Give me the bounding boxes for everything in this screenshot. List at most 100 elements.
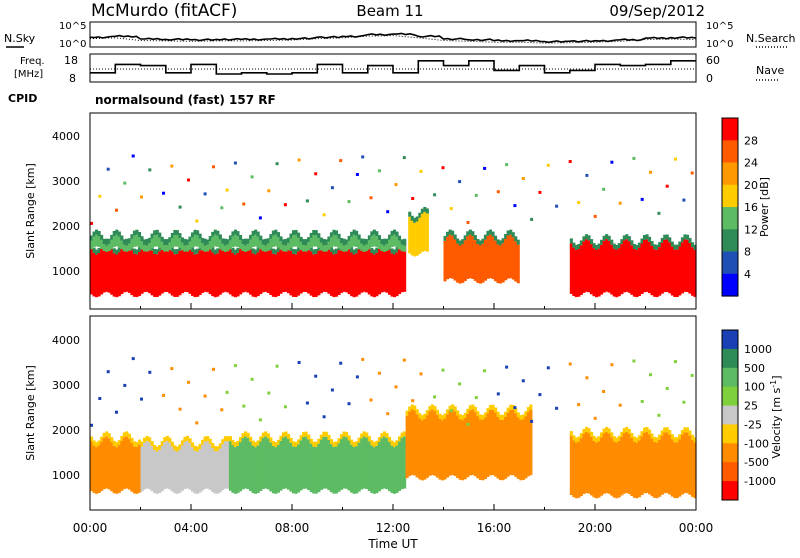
- velocity-edge-cell: [264, 431, 268, 437]
- velocity-cell: [332, 446, 336, 494]
- velocity-cell: [233, 447, 237, 494]
- power-cell: [499, 245, 503, 284]
- velocity-edge-cell: [643, 427, 647, 433]
- velocity-cell: [675, 442, 679, 499]
- velocity-cell: [375, 445, 379, 494]
- power-scatter-echo: [220, 206, 224, 210]
- velocity-edge-cell: [340, 434, 344, 440]
- power-edge-cell: [264, 240, 268, 246]
- power-cell: [244, 245, 248, 252]
- power-cell: [643, 240, 647, 293]
- power-cell: [370, 236, 374, 248]
- velocity-cell: [645, 432, 649, 493]
- power-cell: [241, 243, 245, 251]
- velocity-cell: [648, 434, 652, 495]
- velocity-edge-cell: [433, 406, 437, 411]
- power-cell: [418, 217, 422, 254]
- velocity-scatter-echo: [530, 419, 534, 423]
- power-scatter-echo: [170, 164, 174, 168]
- power-edge-cell: [342, 240, 346, 246]
- velocity-edge-cell: [352, 442, 356, 447]
- power-edge-cell: [605, 234, 609, 240]
- power-cell: [218, 249, 222, 295]
- power-colorbar-tick: 24: [744, 157, 758, 170]
- power-edge-cell: [138, 247, 142, 252]
- velocity-cell: [299, 440, 303, 491]
- power-cell: [105, 245, 109, 252]
- velocity-edge-cell: [299, 435, 303, 441]
- velocity-cell: [160, 446, 164, 492]
- power-edge-cell: [150, 233, 154, 239]
- power-cell: [685, 239, 689, 292]
- velocity-cell: [309, 443, 313, 493]
- power-cell: [281, 244, 285, 252]
- power-edge-cell: [211, 231, 215, 237]
- velocity-cell: [226, 441, 230, 489]
- velocity-scatter-echo: [449, 409, 453, 413]
- power-cell: [95, 234, 99, 247]
- power-edge-cell: [334, 230, 338, 236]
- power-cell: [658, 247, 662, 296]
- power-scatter-echo: [106, 167, 110, 171]
- velocity-scatter-echo: [474, 396, 478, 400]
- power-edge-cell: [329, 247, 333, 252]
- power-edge-cell: [451, 230, 455, 236]
- velocity-cell: [473, 411, 477, 477]
- velocity-edge-cell: [395, 440, 399, 446]
- power-cell: [334, 253, 338, 297]
- power-edge-cell: [117, 231, 121, 237]
- velocity-edge-cell: [377, 437, 381, 442]
- power-cell: [496, 244, 500, 284]
- power-edge-cell: [499, 240, 503, 246]
- velocity-edge-cell: [170, 441, 174, 447]
- power-cell: [388, 249, 392, 295]
- power-edge-cell: [226, 239, 230, 245]
- power-cell: [191, 251, 195, 296]
- velocity-cell: [90, 441, 94, 491]
- power-edge-cell: [269, 234, 273, 240]
- velocity-cell: [198, 449, 202, 493]
- velocity-cell: [612, 441, 616, 498]
- velocity-edge-cell: [405, 410, 409, 416]
- noise-right-tick-high: 10^5: [706, 21, 733, 32]
- velocity-edge-cell: [175, 446, 179, 452]
- power-cell: [223, 243, 227, 292]
- power-cell: [665, 239, 669, 292]
- power-cell: [403, 243, 407, 292]
- velocity-scatter-echo: [593, 416, 597, 420]
- power-scatter-echo: [433, 193, 437, 197]
- power-cell: [579, 245, 583, 295]
- power-colorbar-swatch: [722, 140, 738, 164]
- power-cell: [377, 240, 381, 250]
- power-cell: [140, 247, 144, 294]
- velocity-edge-cell: [683, 427, 687, 433]
- velocity-edge-cell: [173, 445, 177, 451]
- velocity-scatter-echo: [483, 369, 487, 373]
- power-edge-cell: [115, 229, 119, 235]
- velocity-edge-cell: [612, 436, 616, 442]
- velocity-ytick-1000: 1000: [52, 469, 80, 482]
- power-edge-cell: [577, 244, 581, 249]
- power-edge-cell: [590, 239, 594, 245]
- power-scatter-echo: [305, 199, 309, 203]
- velocity-edge-cell: [236, 440, 240, 446]
- power-edge-cell: [329, 232, 333, 238]
- power-cell: [357, 239, 361, 249]
- velocity-cell: [602, 433, 606, 494]
- nsky-label: N.Sky: [4, 32, 36, 45]
- power-cell: [620, 244, 624, 295]
- power-cell: [304, 244, 308, 292]
- velocity-edge-cell: [506, 407, 510, 413]
- power-cell: [304, 245, 308, 252]
- velocity-cell: [231, 445, 235, 493]
- velocity-edge-cell: [337, 438, 341, 444]
- velocity-edge-cell: [693, 437, 697, 443]
- velocity-cell: [322, 436, 326, 489]
- power-edge-cell: [362, 240, 366, 246]
- power-cell: [160, 247, 164, 294]
- velocity-cell: [521, 419, 525, 480]
- power-edge-cell: [610, 239, 614, 245]
- velocity-scatter-echo: [140, 397, 143, 401]
- power-edge-cell: [254, 249, 258, 255]
- power-scatter-echo: [330, 186, 334, 190]
